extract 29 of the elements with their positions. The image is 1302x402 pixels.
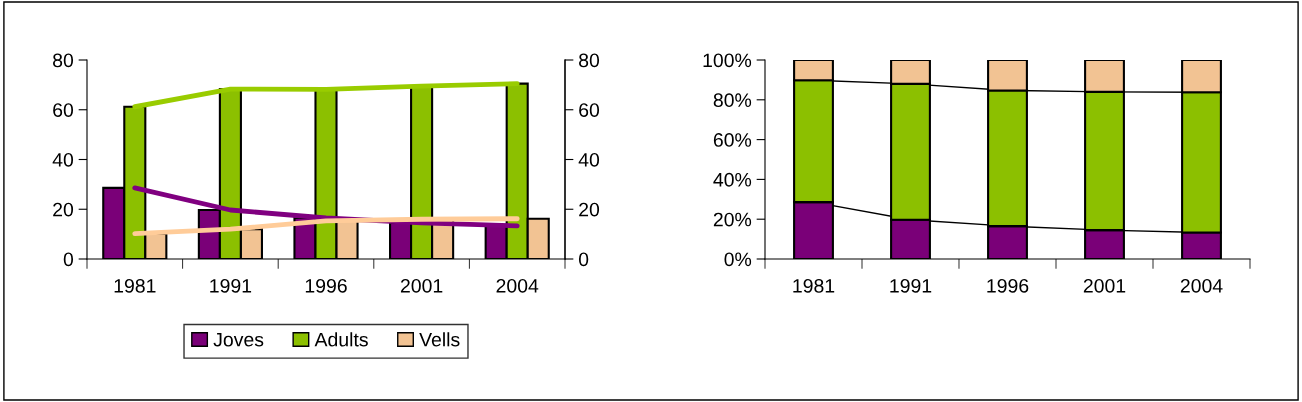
y-tick-label: 0	[63, 252, 74, 267]
x-tick-label: 2001	[1083, 278, 1126, 293]
y-tick-label: 80	[53, 53, 74, 68]
x-tick-label: 2004	[496, 278, 539, 293]
y-tick-label: 40	[52, 152, 74, 167]
y2-tick-label: 40	[578, 152, 600, 167]
y-tick-label: 20%	[713, 212, 752, 227]
y2-tick-label: 0	[578, 252, 589, 267]
x-tick-label: 1991	[210, 278, 252, 293]
x-tick-label: 1981	[793, 278, 835, 293]
y2-tick-label: 80	[579, 53, 600, 68]
y-tick-label: 60%	[713, 133, 752, 147]
y-tick-label: 0%	[724, 252, 752, 267]
y-tick-label: 100%	[703, 53, 752, 68]
y-tick-label: 80%	[713, 93, 752, 108]
legend-label: Vells	[419, 332, 460, 347]
legend-label: Adults	[314, 332, 368, 347]
x-tick-label: 1996	[305, 278, 347, 293]
y-tick-label: 40%	[713, 172, 752, 187]
y2-tick-label: 20	[579, 202, 600, 217]
legend-label: Joves	[213, 332, 264, 347]
x-tick-label: 1996	[987, 278, 1029, 293]
x-tick-label: 1991	[890, 278, 932, 293]
x-tick-label: 2004	[1180, 278, 1223, 293]
y-tick-label: 60	[53, 103, 74, 117]
x-tick-label: 1981	[114, 278, 156, 293]
y-tick-label: 20	[53, 202, 74, 217]
y2-tick-label: 60	[579, 103, 600, 117]
x-tick-label: 2001	[400, 278, 443, 293]
